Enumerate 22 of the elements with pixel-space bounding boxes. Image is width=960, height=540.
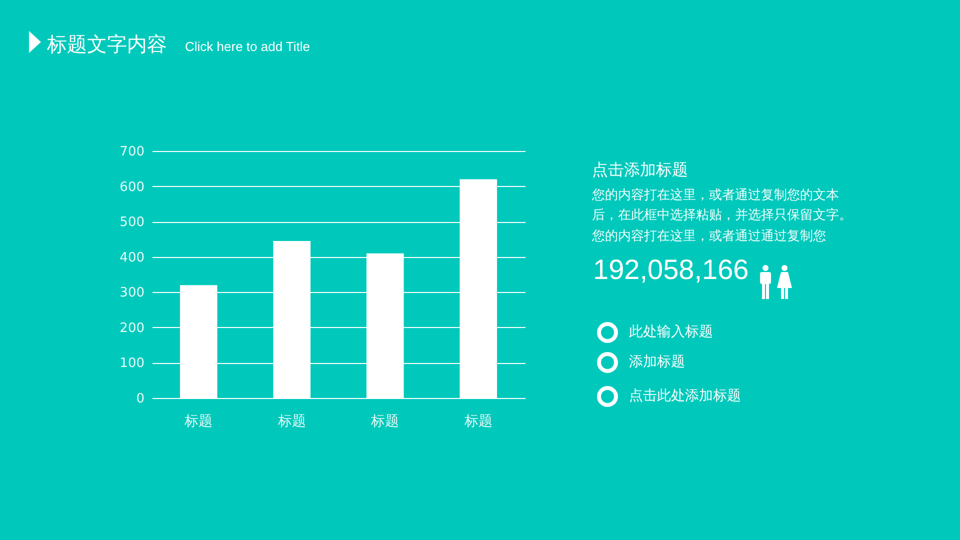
text: 添加标题	[629, 353, 685, 371]
chart-subtitle: Click here to add Title	[185, 38, 310, 56]
y-tick-label: 500	[120, 215, 144, 230]
text: 192,058,166	[593, 253, 749, 287]
x-tick-label: 标题	[276, 414, 306, 430]
y-tick-label: 100	[120, 356, 144, 372]
y-tick-label: 0	[136, 392, 144, 406]
chart-title: 标题文字内容	[47, 31, 167, 57]
text: 点击添加标题	[592, 159, 688, 181]
y-tick-label: 300	[120, 286, 144, 301]
text: 此处输入标题	[629, 323, 713, 341]
text: 您的内容打在这里，或者通过通过复制您	[592, 228, 826, 246]
x-tick-label: 标题	[370, 414, 400, 430]
x-tick-label: 标题	[184, 414, 213, 430]
y-tick-label: 700	[120, 144, 144, 160]
text: 您的内容打在这里，或者通过复制您的文本	[592, 187, 839, 205]
y-tick-label: 200	[120, 320, 144, 336]
x-tick-label: 标题	[463, 414, 492, 430]
y-tick-label: 400	[120, 250, 144, 266]
y-tick-label: 600	[120, 180, 144, 195]
text: 后，在此框中选择粘贴，并选择只保留文字。	[592, 207, 852, 225]
text: 点击此处添加标题	[629, 387, 741, 405]
